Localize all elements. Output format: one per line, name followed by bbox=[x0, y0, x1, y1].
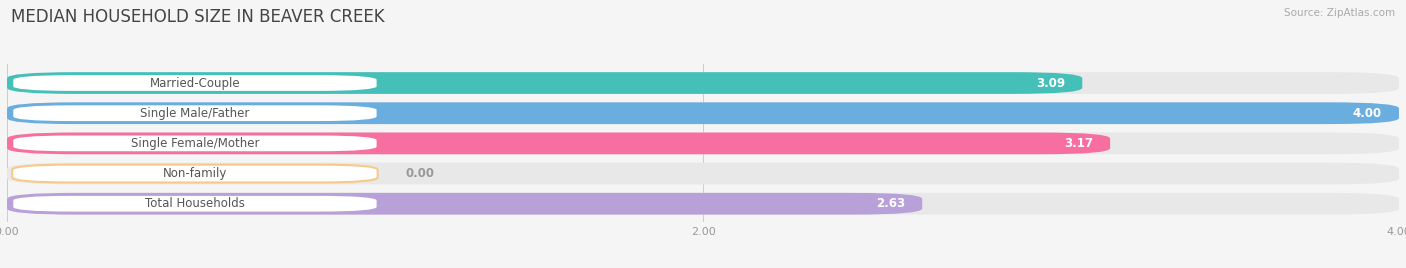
Text: 4.00: 4.00 bbox=[1353, 107, 1382, 120]
Text: Single Female/Mother: Single Female/Mother bbox=[131, 137, 259, 150]
FancyBboxPatch shape bbox=[13, 104, 378, 122]
Text: MEDIAN HOUSEHOLD SIZE IN BEAVER CREEK: MEDIAN HOUSEHOLD SIZE IN BEAVER CREEK bbox=[11, 8, 385, 26]
FancyBboxPatch shape bbox=[7, 132, 1399, 154]
Text: Source: ZipAtlas.com: Source: ZipAtlas.com bbox=[1284, 8, 1395, 18]
Text: Single Male/Father: Single Male/Father bbox=[141, 107, 250, 120]
FancyBboxPatch shape bbox=[13, 165, 378, 183]
FancyBboxPatch shape bbox=[13, 74, 378, 92]
FancyBboxPatch shape bbox=[7, 102, 1399, 124]
FancyBboxPatch shape bbox=[7, 163, 1399, 184]
FancyBboxPatch shape bbox=[7, 193, 1399, 215]
FancyBboxPatch shape bbox=[7, 72, 1399, 94]
FancyBboxPatch shape bbox=[7, 132, 1111, 154]
Text: 3.17: 3.17 bbox=[1064, 137, 1092, 150]
FancyBboxPatch shape bbox=[7, 72, 1083, 94]
Text: 3.09: 3.09 bbox=[1036, 77, 1064, 90]
Text: 2.63: 2.63 bbox=[876, 197, 905, 210]
FancyBboxPatch shape bbox=[7, 102, 1399, 124]
FancyBboxPatch shape bbox=[13, 135, 378, 152]
FancyBboxPatch shape bbox=[7, 193, 922, 215]
Text: Non-family: Non-family bbox=[163, 167, 228, 180]
Text: Married-Couple: Married-Couple bbox=[149, 77, 240, 90]
FancyBboxPatch shape bbox=[13, 195, 378, 213]
Text: Total Households: Total Households bbox=[145, 197, 245, 210]
Text: 0.00: 0.00 bbox=[405, 167, 434, 180]
